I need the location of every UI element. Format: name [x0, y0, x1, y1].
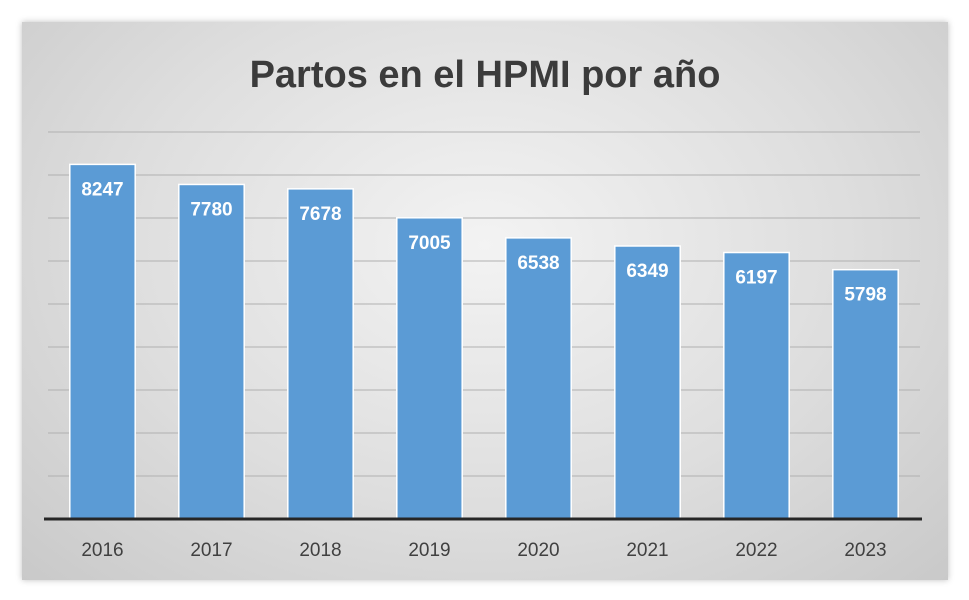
x-tick-label-2022: 2022 [735, 540, 777, 561]
data-label-2019: 7005 [408, 233, 451, 254]
data-label-2017: 7780 [190, 199, 232, 220]
chart-title: Partos en el HPMI por año [250, 54, 721, 96]
data-label-2022: 6197 [735, 268, 777, 289]
x-tick-label-2019: 2019 [408, 540, 450, 561]
bars: 8247 7780 7678 7005 6538 6349 6197 5798 [69, 163, 899, 520]
x-tick-label-2021: 2021 [626, 540, 668, 561]
bar-2022 [723, 251, 790, 520]
x-axis-ticks: 2016 2017 2018 2019 2020 2021 2022 2023 [81, 540, 886, 561]
x-tick-label-2023: 2023 [844, 540, 886, 561]
bar-2018 [287, 188, 354, 520]
bar-chart: Partos en el HPMI por año 8247 7780 7678 70… [44, 54, 922, 561]
bar-2020 [505, 237, 572, 520]
bar-2019 [396, 217, 463, 520]
data-label-2020: 6538 [517, 253, 559, 274]
x-tick-label-2017: 2017 [190, 540, 232, 561]
x-tick-label-2020: 2020 [517, 540, 559, 561]
chart-frame: Partos en el HPMI por año 8247 7780 7678 70… [22, 22, 948, 580]
data-label-2023: 5798 [844, 285, 886, 306]
x-tick-label-2016: 2016 [81, 540, 123, 561]
x-tick-label-2018: 2018 [299, 540, 341, 561]
data-label-2016: 8247 [81, 179, 123, 200]
data-label-2018: 7678 [299, 204, 341, 225]
data-label-2021: 6349 [626, 261, 668, 282]
bar-2023 [832, 268, 899, 520]
bar-2021 [614, 245, 681, 520]
bar-2016 [69, 163, 136, 520]
bar-2017 [178, 183, 245, 520]
